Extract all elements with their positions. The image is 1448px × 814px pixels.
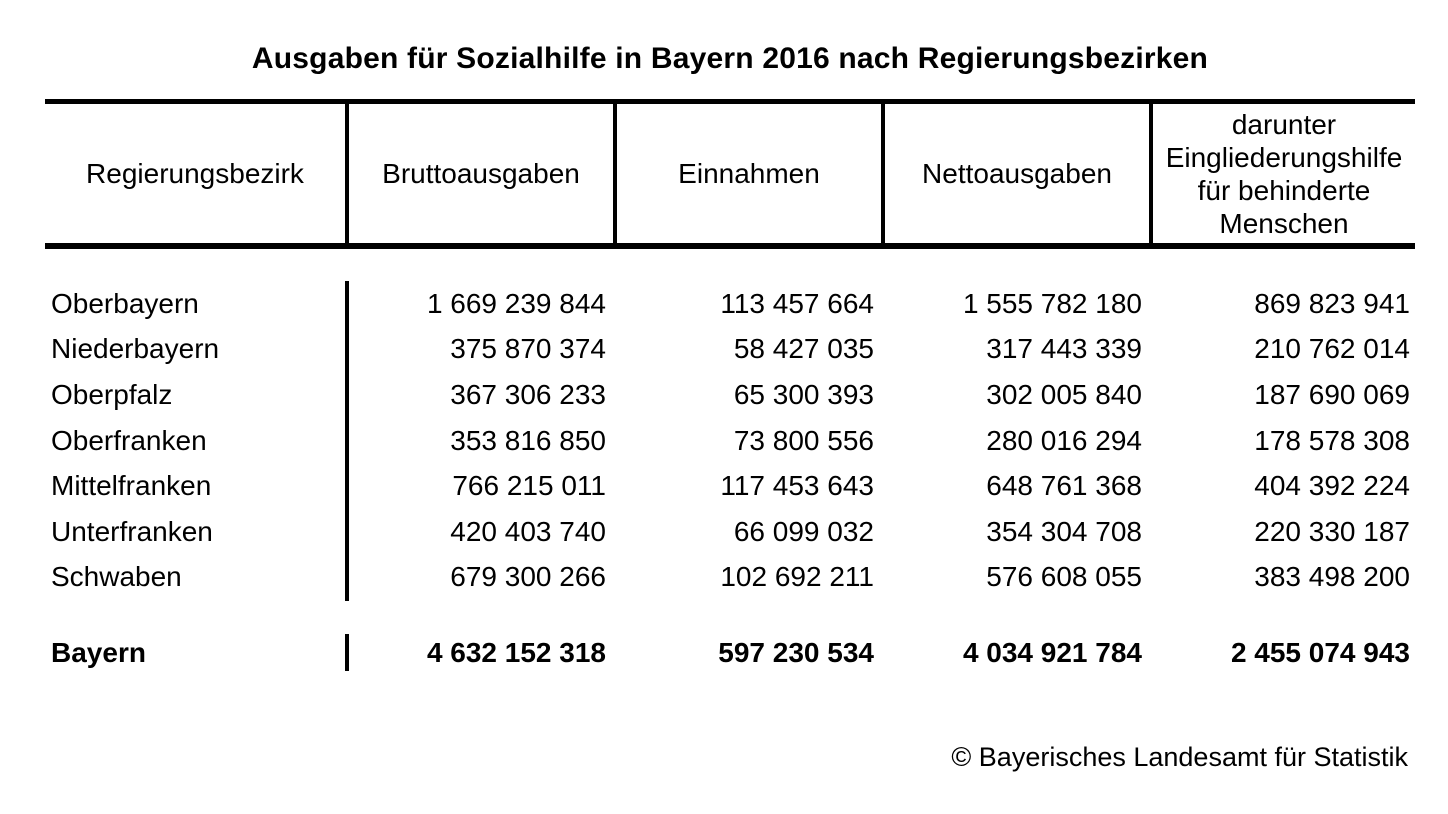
page-title: Ausgaben für Sozialhilfe in Bayern 2016 …: [251, 42, 1209, 75]
cell-bruttoausgaben: 367 306 233: [450, 378, 606, 410]
table-body: Oberbayern 1 669 239 844 113 457 664 1 5…: [45, 281, 1415, 600]
column-header-einnahmen: Einnahmen: [613, 104, 881, 243]
column-header-eingliederungshilfe: darunter Eingliederungshilfe für behinde…: [1149, 104, 1415, 243]
total-row-divider: [345, 634, 349, 671]
cell-region: Oberbayern: [51, 287, 199, 319]
cell-eingliederungshilfe: 210 762 014: [1254, 333, 1410, 365]
cell-bruttoausgaben: 766 215 011: [452, 470, 606, 502]
cell-bruttoausgaben: 375 870 374: [450, 333, 606, 365]
cell-eingliederungshilfe: 869 823 941: [1254, 287, 1410, 319]
cell-region: Mittelfranken: [51, 470, 212, 502]
cell-nettoausgaben: 354 304 708: [986, 515, 1142, 547]
table-row: Niederbayern 375 870 374 58 427 035 317 …: [45, 327, 1415, 373]
column-divider: [345, 281, 349, 601]
total-nettoausgaben: 4 034 921 784: [962, 636, 1142, 668]
column-header-regierungsbezirk: Regierungsbezirk: [86, 158, 304, 189]
cell-nettoausgaben: 648 761 368: [986, 470, 1142, 502]
cell-eingliederungshilfe: 178 578 308: [1254, 424, 1410, 456]
sozialhilfe-table: Regierungsbezirk Bruttoausgaben Einnahme…: [45, 99, 1415, 699]
total-eingliederungshilfe: 2 455 074 943: [1230, 636, 1410, 668]
table-header-row: Regierungsbezirk Bruttoausgaben Einnahme…: [45, 99, 1415, 249]
column-header-nettoausgaben: Nettoausgaben: [881, 104, 1149, 243]
cell-bruttoausgaben: 1 669 239 844: [426, 287, 606, 319]
cell-region: Schwaben: [51, 561, 182, 593]
cell-einnahmen: 65 300 393: [733, 378, 874, 410]
total-bruttoausgaben: 4 632 152 318: [426, 636, 606, 668]
cell-region: Oberpfalz: [51, 378, 173, 410]
copyright-credit: © Bayerisches Landesamt für Statistik: [951, 742, 1408, 772]
table-row: Oberfranken 353 816 850 73 800 556 280 0…: [45, 418, 1415, 464]
table-row: Oberbayern 1 669 239 844 113 457 664 1 5…: [45, 281, 1415, 327]
cell-region: Unterfranken: [51, 515, 213, 547]
table-row: Mittelfranken 766 215 011 117 453 643 64…: [45, 463, 1415, 509]
cell-nettoausgaben: 317 443 339: [986, 333, 1142, 365]
table-row: Schwaben 679 300 266 102 692 211 576 608…: [45, 555, 1415, 601]
cell-einnahmen: 113 457 664: [720, 287, 874, 319]
cell-einnahmen: 66 099 032: [733, 515, 874, 547]
table-row: Unterfranken 420 403 740 66 099 032 354 …: [45, 509, 1415, 555]
cell-bruttoausgaben: 679 300 266: [450, 561, 606, 593]
cell-nettoausgaben: 1 555 782 180: [962, 287, 1142, 319]
cell-bruttoausgaben: 353 816 850: [450, 424, 606, 456]
total-region: Bayern: [51, 636, 146, 668]
cell-bruttoausgaben: 420 403 740: [450, 515, 606, 547]
cell-region: Niederbayern: [51, 333, 220, 365]
cell-nettoausgaben: 302 005 840: [986, 378, 1142, 410]
cell-eingliederungshilfe: 220 330 187: [1254, 515, 1410, 547]
column-header-bruttoausgaben: Bruttoausgaben: [345, 104, 613, 243]
cell-region: Oberfranken: [51, 424, 207, 456]
cell-eingliederungshilfe: 404 392 224: [1254, 470, 1410, 502]
cell-nettoausgaben: 576 608 055: [986, 561, 1142, 593]
total-einnahmen: 597 230 534: [718, 636, 874, 668]
table-row: Oberpfalz 367 306 233 65 300 393 302 005…: [45, 372, 1415, 418]
table-total-row: Bayern 4 632 152 318 597 230 534 4 034 9…: [45, 630, 1415, 675]
cell-einnahmen: 117 453 643: [720, 470, 874, 502]
cell-einnahmen: 102 692 211: [720, 561, 874, 593]
cell-nettoausgaben: 280 016 294: [986, 424, 1142, 456]
cell-eingliederungshilfe: 187 690 069: [1254, 378, 1410, 410]
cell-einnahmen: 58 427 035: [733, 333, 874, 365]
cell-eingliederungshilfe: 383 498 200: [1254, 561, 1410, 593]
cell-einnahmen: 73 800 556: [733, 424, 874, 456]
